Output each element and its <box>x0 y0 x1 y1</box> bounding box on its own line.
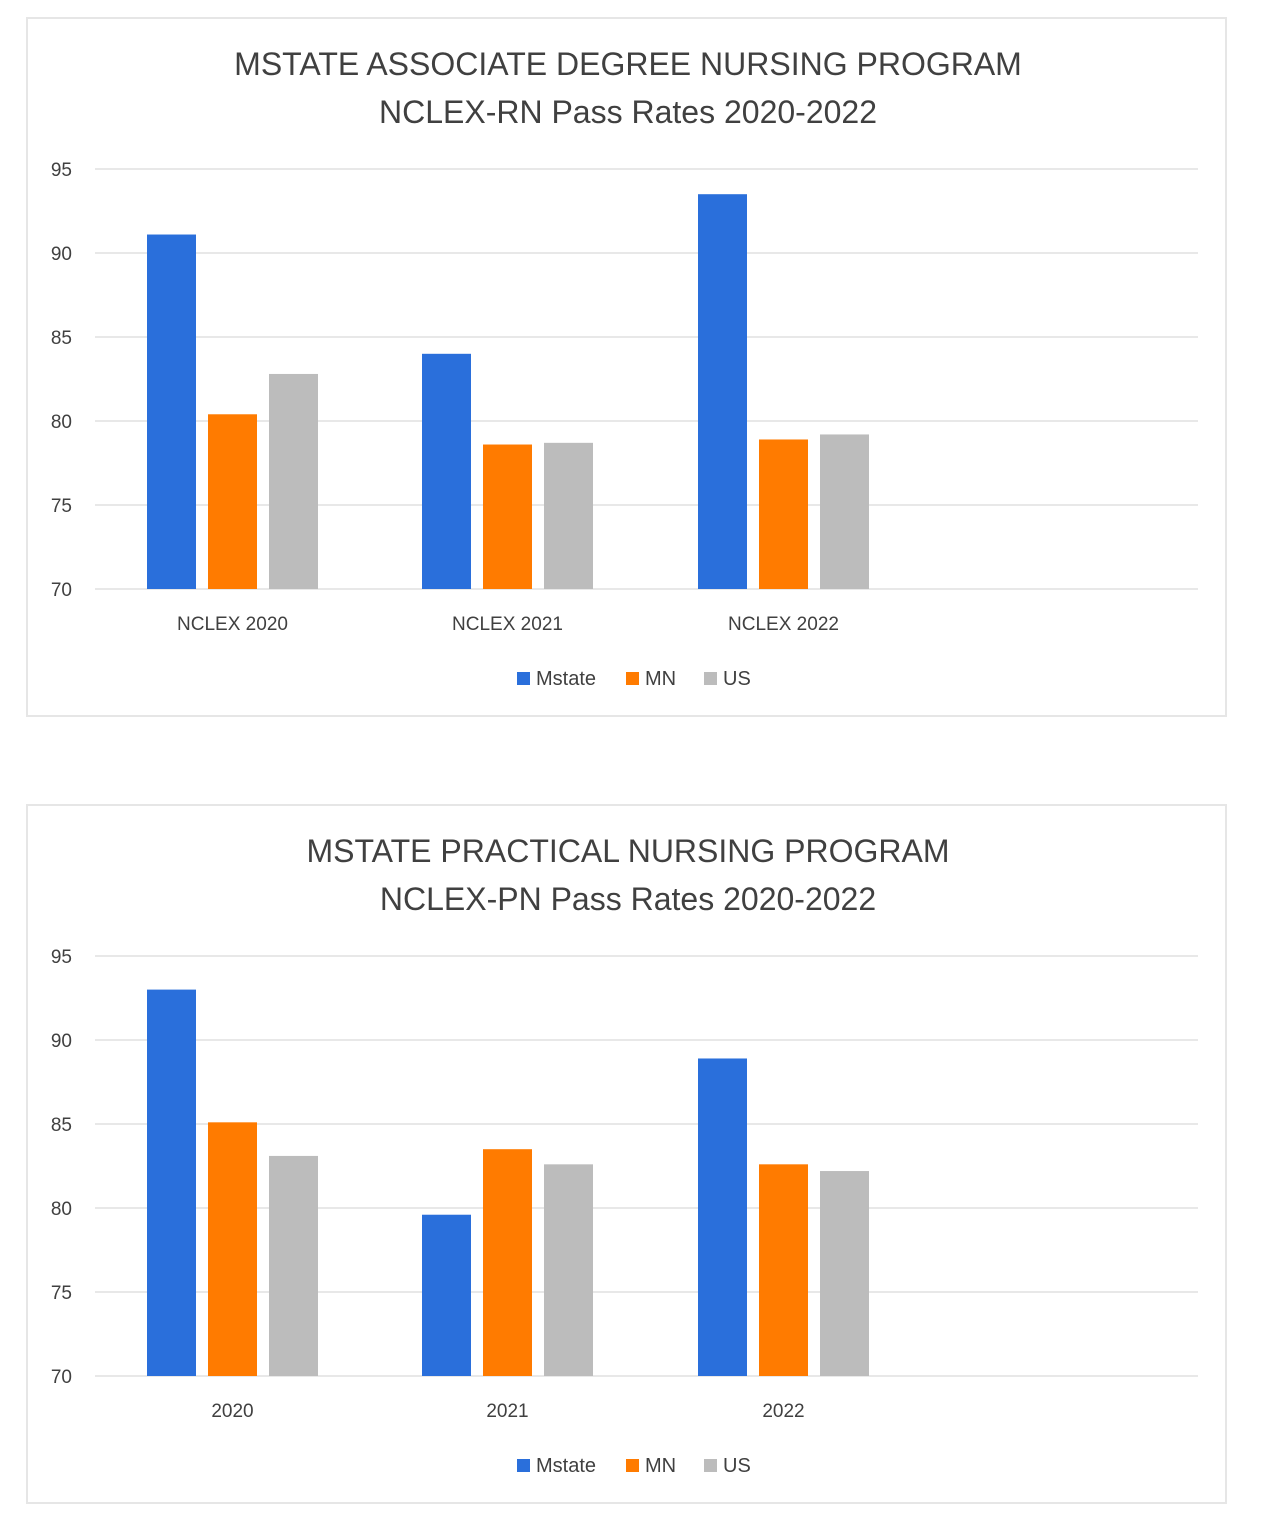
legend-swatch-us <box>704 672 717 685</box>
chart-rn: MSTATE ASSOCIATE DEGREE NURSING PROGRAM N… <box>51 46 1198 690</box>
chart-panel-rn: MSTATE ASSOCIATE DEGREE NURSING PROGRAM N… <box>26 17 1227 717</box>
bar-mstate-2 <box>698 194 747 589</box>
legend-swatch-mn <box>626 1459 639 1472</box>
legend-swatch-mstate <box>517 672 530 685</box>
y-tick-label: 70 <box>51 1367 72 1388</box>
bar-mstate-0 <box>147 234 196 589</box>
bar-us-2 <box>820 1171 869 1376</box>
y-tick-label: 85 <box>51 328 72 349</box>
y-tick-label: 85 <box>51 1115 72 1136</box>
legend-label-mn: MN <box>645 1455 676 1477</box>
x-tick-label: 2020 <box>211 1401 253 1422</box>
bar-us-0 <box>269 373 318 589</box>
y-tick-label: 75 <box>51 1283 72 1304</box>
bar-mstate-2 <box>698 1058 747 1376</box>
bar-us-1 <box>544 442 593 589</box>
y-tick-label: 90 <box>51 1031 72 1052</box>
bar-us-2 <box>820 434 869 589</box>
x-tick-label: 2021 <box>486 1401 528 1422</box>
bar-us-0 <box>269 1155 318 1376</box>
bar-us-1 <box>544 1164 593 1376</box>
x-tick-label: 2022 <box>762 1401 804 1422</box>
legend-label-us: US <box>723 668 751 690</box>
bar-mn-0 <box>208 1122 257 1376</box>
legend-swatch-mn <box>626 672 639 685</box>
bar-mn-2 <box>759 1164 808 1376</box>
bar-mn-1 <box>483 1149 532 1376</box>
bar-mn-2 <box>759 439 808 589</box>
chart-pn: MSTATE PRACTICAL NURSING PROGRAM NCLEX-PN… <box>51 833 1198 1477</box>
y-tick-label: 90 <box>51 244 72 265</box>
y-tick-label: 75 <box>51 496 72 517</box>
bar-mstate-0 <box>147 989 196 1376</box>
legend-swatch-us <box>704 1459 717 1472</box>
legend-label-us: US <box>723 1455 751 1477</box>
x-tick-label: NCLEX 2021 <box>452 614 563 635</box>
chart-panel-pn: MSTATE PRACTICAL NURSING PROGRAM NCLEX-PN… <box>26 804 1227 1504</box>
bar-mstate-1 <box>422 1214 471 1376</box>
legend-label-mstate: Mstate <box>536 1455 596 1477</box>
legend-label-mn: MN <box>645 668 676 690</box>
chart-title-line-1: MSTATE PRACTICAL NURSING PROGRAM <box>306 833 949 869</box>
legend-label-mstate: Mstate <box>536 668 596 690</box>
bar-mn-1 <box>483 444 532 589</box>
y-tick-label: 70 <box>51 580 72 601</box>
y-tick-label: 95 <box>51 160 72 181</box>
y-tick-label: 80 <box>51 412 72 433</box>
bar-mn-0 <box>208 414 257 589</box>
legend-swatch-mstate <box>517 1459 530 1472</box>
chart-title-line-2: NCLEX-RN Pass Rates 2020-2022 <box>379 94 877 130</box>
y-tick-label: 95 <box>51 947 72 968</box>
y-tick-label: 80 <box>51 1199 72 1220</box>
chart-title-line-1: MSTATE ASSOCIATE DEGREE NURSING PROGRAM <box>234 46 1022 82</box>
bar-mstate-1 <box>422 353 471 589</box>
x-tick-label: NCLEX 2022 <box>728 614 839 635</box>
chart-title-line-2: NCLEX-PN Pass Rates 2020-2022 <box>380 881 876 917</box>
x-tick-label: NCLEX 2020 <box>177 614 288 635</box>
